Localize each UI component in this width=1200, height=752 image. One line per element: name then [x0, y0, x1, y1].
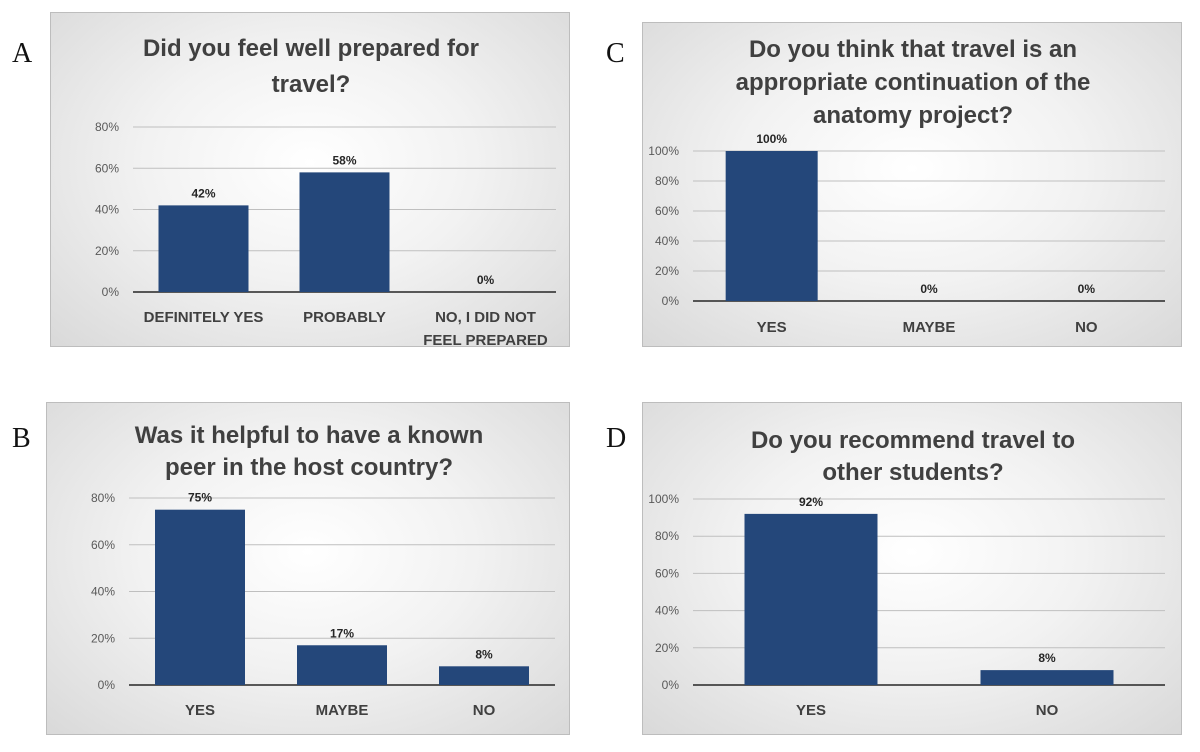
chart-title-d: Do you recommend travel to other students…	[751, 427, 1075, 486]
y-tick-label: 100%	[648, 492, 679, 506]
chart-title-line: appropriate continuation of the	[736, 69, 1091, 96]
chart-title-c: Do you think that travel is an appropriat…	[736, 36, 1091, 129]
category-label-line: YES	[185, 702, 215, 719]
y-tick-label: 80%	[655, 174, 679, 188]
data-label: 0%	[477, 273, 495, 287]
y-tick-label: 0%	[102, 285, 120, 299]
y-tick-label: 80%	[91, 491, 115, 505]
y-tick-label: 0%	[662, 678, 680, 692]
data-label: 58%	[332, 153, 356, 167]
data-label: 17%	[330, 626, 354, 640]
category-label-line: YES	[757, 319, 787, 336]
data-label: 8%	[1038, 651, 1056, 665]
y-tick-label: 0%	[662, 294, 680, 308]
chart-title-line: Do you recommend travel to	[751, 427, 1075, 454]
category-label: YES	[796, 702, 826, 719]
data-label: 100%	[756, 132, 787, 146]
bar	[725, 151, 818, 301]
chart-title-line: other students?	[822, 459, 1003, 486]
data-label: 92%	[799, 495, 823, 509]
category-label: NO	[1075, 319, 1098, 336]
category-label-line: FEEL PREPARED	[423, 332, 548, 347]
panel-letter-c: C	[606, 38, 625, 69]
bar-chart-b: Was it helpful to have a known peer in th…	[91, 422, 555, 719]
chart-panel-d: Do you recommend travel to other students…	[642, 402, 1182, 735]
bar	[299, 172, 390, 292]
category-label-line: MAYBE	[316, 702, 369, 719]
y-tick-label: 80%	[655, 529, 679, 543]
panel-letter-a: A	[12, 38, 33, 69]
category-label: NO, I DID NOT FEEL PREPARED	[423, 309, 548, 347]
category-label: MAYBE	[316, 702, 369, 719]
data-label: 8%	[475, 647, 493, 661]
chart-panel-a: Did you feel well prepared for travel? 0% 2…	[50, 12, 570, 347]
y-tick-label: 60%	[655, 566, 679, 580]
y-tick-label: 100%	[648, 144, 679, 158]
y-tick-label: 20%	[91, 631, 115, 645]
category-label: YES	[757, 319, 787, 336]
category-label-line: DEFINITELY YES	[144, 309, 264, 326]
chart-panel-c: Do you think that travel is an appropriat…	[642, 22, 1182, 347]
panel-letter-b: B	[12, 423, 31, 454]
category-label-line: NO, I DID NOT	[435, 309, 536, 326]
chart-title-line: Do you think that travel is an	[749, 36, 1077, 63]
bar-chart-d: Do you recommend travel to other students…	[648, 427, 1165, 719]
data-label: 75%	[188, 491, 212, 505]
category-label: MAYBE	[903, 319, 956, 336]
y-tick-label: 20%	[655, 641, 679, 655]
y-tick-label: 20%	[655, 264, 679, 278]
bar	[155, 509, 245, 685]
category-label: DEFINITELY YES	[144, 309, 264, 326]
category-label-line: YES	[796, 702, 826, 719]
y-tick-label: 60%	[95, 161, 119, 175]
y-tick-label: 40%	[91, 585, 115, 599]
chart-title-line: anatomy project?	[813, 102, 1013, 129]
data-label: 42%	[191, 186, 215, 200]
category-label: PROBABLY	[303, 309, 386, 326]
chart-title-a: Did you feel well prepared for travel?	[143, 35, 479, 98]
category-label-line: NO	[1036, 702, 1059, 719]
y-tick-label: 80%	[95, 120, 119, 134]
category-label: NO	[473, 702, 496, 719]
chart-title-line: peer in the host country?	[165, 454, 453, 481]
category-label-line: PROBABLY	[303, 309, 386, 326]
chart-title-b: Was it helpful to have a known peer in th…	[135, 422, 483, 481]
data-label: 0%	[1078, 282, 1096, 296]
bar	[158, 205, 249, 292]
chart-title-line: travel?	[272, 71, 351, 98]
y-tick-label: 40%	[655, 234, 679, 248]
category-label: NO	[1036, 702, 1059, 719]
y-tick-label: 60%	[655, 204, 679, 218]
y-tick-label: 40%	[655, 604, 679, 618]
category-label-line: MAYBE	[903, 319, 956, 336]
category-label: YES	[185, 702, 215, 719]
data-label: 0%	[920, 282, 938, 296]
chart-panel-b: Was it helpful to have a known peer in th…	[46, 402, 570, 735]
bar	[439, 666, 529, 685]
y-tick-label: 0%	[98, 678, 116, 692]
bar-chart-a: Did you feel well prepared for travel? 0% 2…	[95, 35, 556, 347]
category-label-line: NO	[1075, 319, 1098, 336]
y-tick-label: 20%	[95, 244, 119, 258]
chart-title-line: Did you feel well prepared for	[143, 35, 479, 62]
bar	[980, 670, 1114, 685]
bar	[297, 645, 387, 685]
y-tick-label: 60%	[91, 538, 115, 552]
bar	[744, 513, 878, 685]
y-tick-label: 40%	[95, 203, 119, 217]
bar-chart-c: Do you think that travel is an appropriat…	[648, 36, 1165, 336]
panel-letter-d: D	[606, 423, 627, 454]
chart-title-line: Was it helpful to have a known	[135, 422, 483, 449]
category-label-line: NO	[473, 702, 496, 719]
